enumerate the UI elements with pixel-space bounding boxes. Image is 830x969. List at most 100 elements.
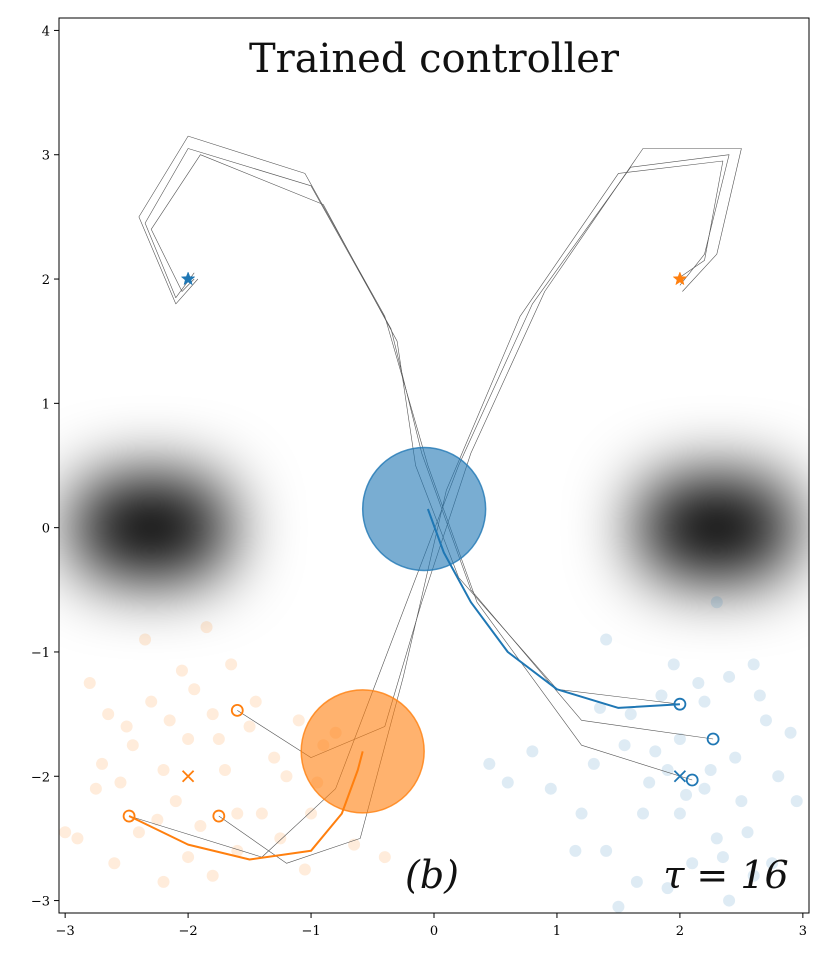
- orange-goal-star: [672, 271, 688, 286]
- blue-sample-point: [686, 857, 699, 870]
- orange-sample-point: [225, 658, 238, 671]
- blue-sample-point: [483, 757, 496, 770]
- agent-bodies: [300, 446, 487, 814]
- orange-sample-point: [231, 844, 244, 857]
- orange-sample-point: [96, 757, 109, 770]
- blue-sample-point: [569, 844, 582, 857]
- blue-end-marker: [706, 732, 720, 746]
- orange-sample-point: [145, 695, 158, 708]
- blue-sample-point: [673, 732, 686, 745]
- x-tick-label: 1: [553, 924, 561, 939]
- blue-sample-point: [784, 726, 797, 739]
- tau-label: τ = 16: [663, 853, 788, 897]
- blue-sample-point: [655, 689, 668, 702]
- markers: [122, 271, 720, 823]
- blue-sample-point: [680, 788, 693, 801]
- blue-sample-point: [747, 658, 760, 671]
- y-tick-label: −3: [31, 895, 50, 910]
- blue-sample-point: [501, 776, 514, 789]
- orange-sample-point: [212, 732, 225, 745]
- orange-end-marker: [230, 703, 244, 717]
- obstacles: [71, 476, 797, 579]
- blue-sample-point: [723, 670, 736, 683]
- sample-points: [59, 596, 803, 913]
- x-tick-label: 0: [430, 924, 438, 939]
- y-tick-label: 1: [42, 397, 50, 412]
- blue-gray-path: [144, 148, 714, 740]
- blue-sample-point: [618, 739, 631, 752]
- orange-sample-point: [200, 621, 213, 634]
- blue-sample-point: [772, 770, 785, 783]
- orange-sample-point: [114, 776, 127, 789]
- orange-sample-point: [59, 826, 72, 839]
- blue-sample-point: [612, 900, 625, 913]
- blue-sample-point: [673, 807, 686, 820]
- blue-sample-point: [661, 882, 674, 895]
- x-tick-label: 3: [799, 924, 807, 939]
- blue-sample-point: [667, 658, 680, 671]
- orange-sample-point: [132, 826, 145, 839]
- orange-sample-point: [231, 807, 244, 820]
- orange-sample-point: [157, 875, 170, 888]
- blue-goal-star: [180, 271, 196, 286]
- orange-sample-point: [268, 751, 281, 764]
- blue-sample-point: [790, 795, 803, 808]
- orange-sample-point: [206, 708, 219, 721]
- orange-sample-point: [169, 795, 182, 808]
- orange-sample-point: [274, 832, 287, 845]
- orange-sample-point: [102, 708, 115, 721]
- orange-sample-point: [120, 720, 133, 733]
- orange-sample-point: [378, 851, 391, 864]
- blue-sample-point: [747, 869, 760, 882]
- blue-agent-body: [361, 446, 487, 572]
- orange-sample-point: [188, 683, 201, 696]
- blue-sample-point: [766, 857, 779, 870]
- blue-end-marker: [673, 697, 687, 711]
- orange-end-marker: [122, 809, 136, 823]
- orange-sample-point: [157, 764, 170, 777]
- y-tick-label: 0: [42, 522, 50, 537]
- blue-sample-point: [600, 844, 613, 857]
- orange-sample-point: [194, 819, 207, 832]
- y-tick-label: 4: [42, 24, 50, 39]
- blue-sample-point: [600, 633, 613, 646]
- y-tick-label: −1: [31, 646, 50, 661]
- y-tick-label: 3: [42, 149, 50, 164]
- orange-gray-path: [237, 148, 742, 758]
- orange-sample-point: [255, 807, 268, 820]
- chart-title: Trained controller: [249, 36, 620, 82]
- orange-sample-point: [83, 677, 96, 690]
- blue-sample-point: [544, 782, 557, 795]
- blue-sample-point: [649, 745, 662, 758]
- orange-sample-point: [249, 695, 262, 708]
- orange-sample-point: [151, 813, 164, 826]
- panel-label: (b): [405, 853, 459, 897]
- x-tick-label: 2: [676, 924, 684, 939]
- x-tick-label: −1: [301, 924, 320, 939]
- orange-sample-point: [243, 720, 256, 733]
- blue-sample-point: [735, 795, 748, 808]
- blue-sample-point: [710, 596, 723, 609]
- orange-end-marker: [212, 809, 226, 823]
- blue-sample-point: [729, 751, 742, 764]
- blue-sample-point: [698, 695, 711, 708]
- plot-area: [59, 135, 803, 913]
- orange-gray-path: [129, 154, 730, 858]
- blue-sample-point: [692, 677, 705, 690]
- blue-sample-point: [704, 764, 717, 777]
- orange-sample-point: [292, 714, 305, 727]
- left-obstacle: [71, 476, 232, 579]
- orange-sample-point: [126, 739, 139, 752]
- orange-sample-point: [71, 832, 84, 845]
- orange-sample-point: [139, 633, 152, 646]
- blue-sample-point: [710, 832, 723, 845]
- blue-sample-point: [624, 708, 637, 721]
- blue-sample-point: [630, 875, 643, 888]
- orange-gray-path: [218, 160, 724, 864]
- orange-sample-point: [218, 764, 231, 777]
- y-tick-label: 2: [42, 273, 50, 288]
- blue-sample-point: [526, 745, 539, 758]
- orange-sample-point: [175, 664, 188, 677]
- orange-sample-point: [280, 770, 293, 783]
